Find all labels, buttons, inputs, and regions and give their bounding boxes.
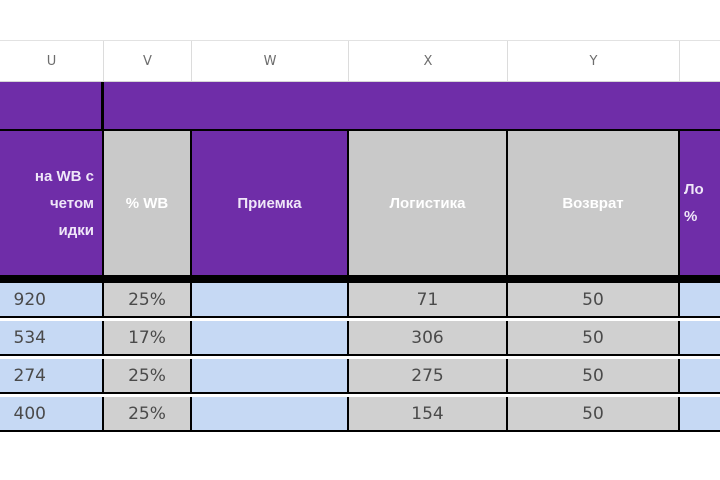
cell-logistics-percent[interactable] (680, 283, 720, 318)
column-header-x[interactable]: X (349, 41, 508, 81)
table-row: 400 25% 154 50 (0, 397, 720, 432)
table-row: 274 25% 275 50 (0, 359, 720, 394)
cell-return[interactable]: 50 (508, 321, 680, 356)
cell-acceptance[interactable] (192, 283, 349, 318)
band-separator (101, 82, 104, 130)
header-logistics[interactable]: Логистика (349, 131, 508, 275)
header-acceptance-label: Приемка (237, 194, 302, 212)
cell-acceptance[interactable] (192, 397, 349, 432)
header-return-label: Возврат (562, 194, 624, 212)
header-logistics-label: Логистика (389, 194, 466, 212)
header-return[interactable]: Возврат (508, 131, 680, 275)
merged-header-right[interactable] (104, 82, 720, 130)
header-price-with-discount[interactable]: на WB с четом идки (0, 131, 104, 275)
table-row: 920 25% 71 50 (0, 283, 720, 318)
cell-wb-percent[interactable]: 25% (104, 359, 192, 394)
toolbar-area (0, 0, 720, 40)
cell-logistics[interactable]: 154 (349, 397, 508, 432)
divider (0, 129, 720, 131)
column-header-row: U V W X Y (0, 40, 720, 82)
cell-acceptance[interactable] (192, 359, 349, 394)
header-acceptance[interactable]: Приемка (192, 131, 349, 275)
column-header-u[interactable]: U (0, 41, 104, 81)
cell-price[interactable]: 274 (0, 359, 104, 394)
header-logistics-percent[interactable]: Ло % (680, 131, 720, 275)
cell-return[interactable]: 50 (508, 283, 680, 318)
cell-return[interactable]: 50 (508, 397, 680, 432)
column-header-w[interactable]: W (192, 41, 349, 81)
cell-logistics[interactable]: 71 (349, 283, 508, 318)
table-row: 534 17% 306 50 (0, 321, 720, 356)
cell-price[interactable]: 400 (0, 397, 104, 432)
header-price-label: на WB с четом идки (34, 167, 94, 239)
column-header-v[interactable]: V (104, 41, 192, 81)
merged-header-left[interactable] (0, 82, 101, 130)
cell-wb-percent[interactable]: 25% (104, 283, 192, 318)
header-wb-percent[interactable]: % WB (104, 131, 192, 275)
cell-price[interactable]: 534 (0, 321, 104, 356)
column-header-y[interactable]: Y (508, 41, 680, 81)
cell-logistics[interactable]: 306 (349, 321, 508, 356)
cell-wb-percent[interactable]: 17% (104, 321, 192, 356)
cell-logistics-percent[interactable] (680, 397, 720, 432)
cell-return[interactable]: 50 (508, 359, 680, 394)
cell-logistics[interactable]: 275 (349, 359, 508, 394)
divider (0, 275, 720, 283)
cell-price[interactable]: 920 (0, 283, 104, 318)
header-wb-percent-label: % WB (125, 194, 169, 212)
header-logistics-percent-label: Ло % (684, 181, 704, 225)
cell-acceptance[interactable] (192, 321, 349, 356)
cell-wb-percent[interactable]: 25% (104, 397, 192, 432)
cell-logistics-percent[interactable] (680, 359, 720, 394)
cell-logistics-percent[interactable] (680, 321, 720, 356)
column-header-z[interactable] (680, 41, 720, 81)
